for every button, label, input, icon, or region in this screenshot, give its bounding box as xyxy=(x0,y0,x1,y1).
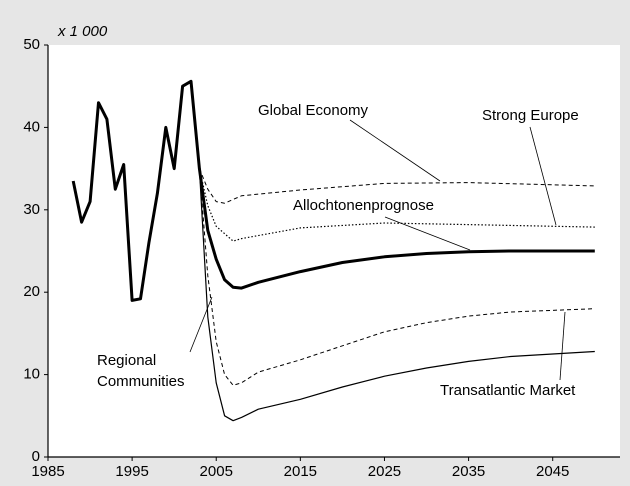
leader-line xyxy=(189,296,213,353)
x-tick-label: 2015 xyxy=(284,463,317,480)
series-line xyxy=(71,79,595,302)
x-tick-label: 2045 xyxy=(536,463,569,480)
x-tick-label: 2035 xyxy=(452,463,485,480)
series-label: Allochtonenprognose xyxy=(293,197,434,214)
leader-lines xyxy=(189,119,566,381)
x-tick-label: 1995 xyxy=(115,463,148,480)
series-label: Transatlantic Market xyxy=(440,382,576,399)
series-line xyxy=(198,168,595,422)
y-tick-label: 20 xyxy=(23,283,40,300)
series-line xyxy=(198,168,595,242)
y-tick-label: 0 xyxy=(32,448,40,465)
x-tick-label: 2005 xyxy=(200,463,233,480)
leader-line xyxy=(349,119,441,182)
series-label: Global Economy xyxy=(258,102,369,119)
series-label: Regional Communities xyxy=(97,352,185,390)
y-tick-label: 10 xyxy=(23,366,40,383)
series-line xyxy=(198,168,595,204)
leader-line xyxy=(384,216,471,251)
y-tick-label: 40 xyxy=(23,118,40,135)
leader-line xyxy=(559,311,566,381)
series-label: Strong Europe xyxy=(482,107,579,124)
y-tick-label: 50 xyxy=(23,36,40,53)
leader-line xyxy=(529,126,557,226)
x-tick-label: 2025 xyxy=(368,463,401,480)
y-tick-label: 30 xyxy=(23,201,40,218)
x-tick-label: 1985 xyxy=(31,463,64,480)
y-unit-label: x 1 000 xyxy=(57,23,108,40)
